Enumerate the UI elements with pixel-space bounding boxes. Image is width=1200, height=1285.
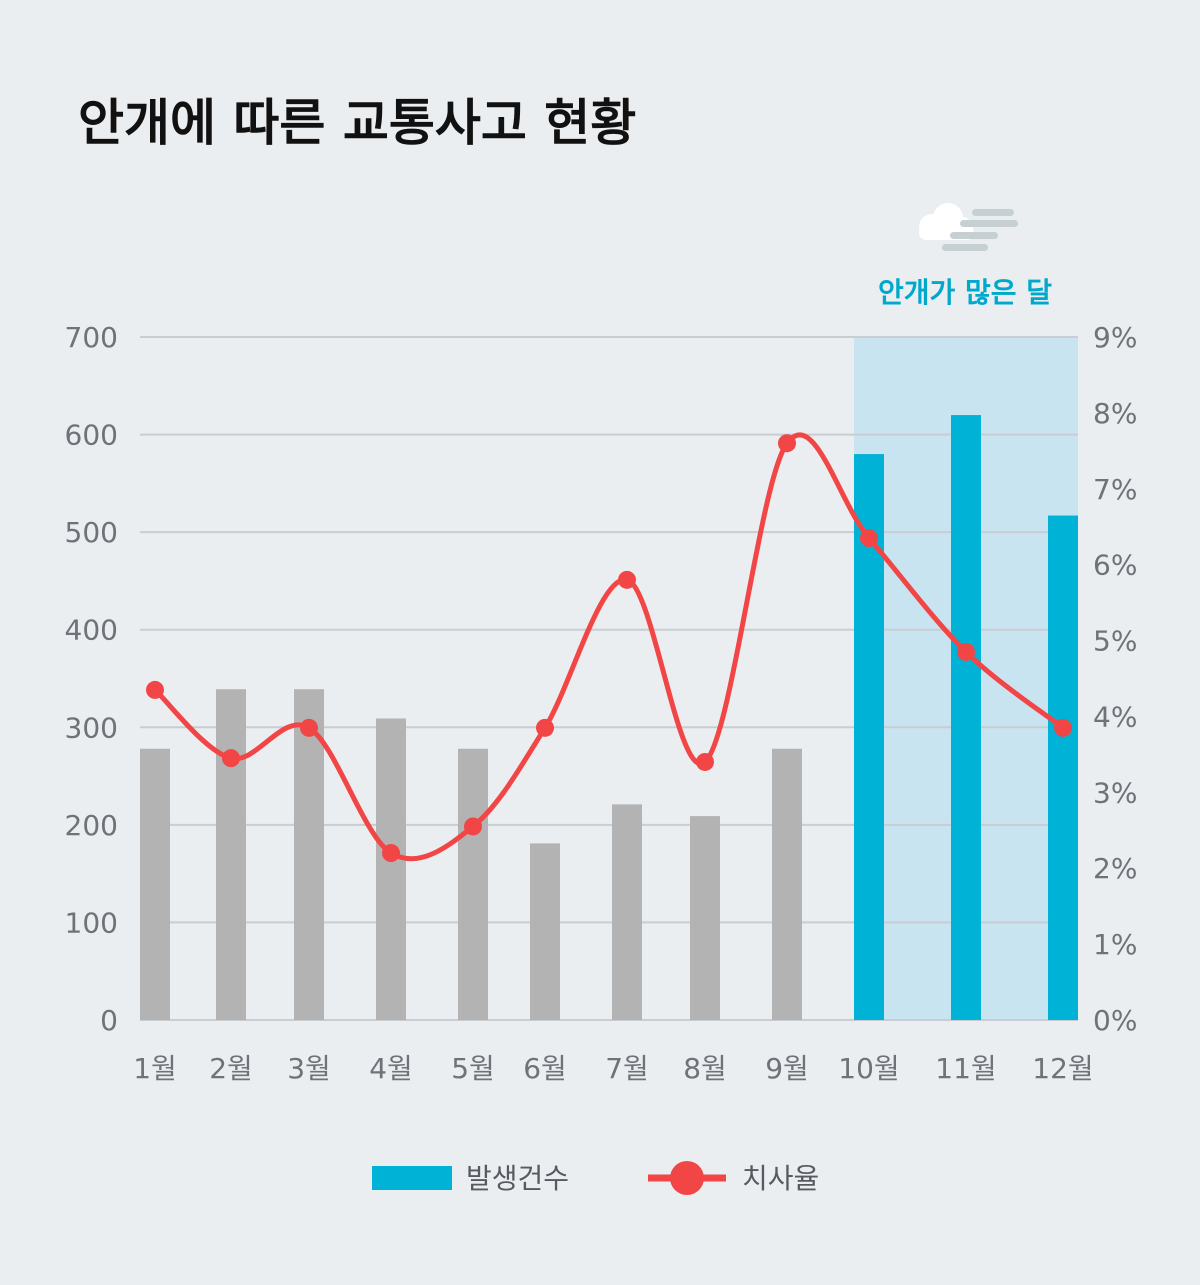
rate-point — [464, 817, 482, 836]
rate-point — [696, 752, 714, 771]
bar — [612, 804, 642, 1020]
y-left-tick-label: 0 — [100, 1004, 118, 1037]
y-right-tick-label: 2% — [1093, 852, 1137, 885]
bar — [140, 748, 170, 1020]
bar — [294, 689, 324, 1020]
legend-line-marker — [670, 1161, 704, 1195]
y-left-tick-label: 100 — [65, 906, 118, 939]
bar — [1048, 515, 1078, 1020]
bar — [458, 748, 488, 1020]
y-left-tick-label: 300 — [65, 711, 118, 744]
bar — [216, 689, 246, 1020]
x-tick-label: 11월 — [935, 1052, 996, 1085]
x-tick-label: 12월 — [1032, 1052, 1093, 1085]
bar — [376, 718, 406, 1020]
y-left-tick-label: 600 — [65, 419, 118, 452]
rate-point — [957, 642, 975, 661]
bar — [772, 748, 802, 1020]
rate-point — [618, 570, 636, 589]
highlight-label: 안개가 많은 달 — [878, 276, 1052, 309]
bar — [530, 843, 560, 1020]
x-tick-label: 7월 — [605, 1052, 649, 1085]
left-axis: 0 100 200 300 400 500 600 700 — [65, 321, 118, 1037]
right-axis: 0% 1% 2% 3% 4% 5% 6% 7% 8% 9% — [1093, 321, 1137, 1037]
rate-point — [222, 749, 240, 768]
legend-bar-swatch — [372, 1166, 452, 1190]
y-right-tick-label: 8% — [1093, 397, 1137, 430]
x-tick-label: 4월 — [369, 1052, 413, 1085]
fog-cloud-icon — [919, 203, 1018, 251]
rate-point — [146, 680, 164, 699]
legend: 발생건수 치사율 — [372, 1161, 819, 1195]
x-tick-label: 1월 — [133, 1052, 177, 1085]
y-right-tick-label: 3% — [1093, 776, 1137, 809]
rate-point — [536, 718, 554, 737]
rate-point — [1054, 718, 1072, 737]
rate-point — [860, 529, 878, 548]
y-right-tick-label: 0% — [1093, 1004, 1137, 1037]
line-series — [146, 432, 1072, 863]
y-left-tick-label: 200 — [65, 809, 118, 842]
x-tick-label: 9월 — [765, 1052, 809, 1085]
x-tick-label: 10월 — [838, 1052, 899, 1085]
y-right-tick-label: 6% — [1093, 549, 1137, 582]
y-right-tick-label: 7% — [1093, 473, 1137, 506]
y-right-tick-label: 1% — [1093, 928, 1137, 961]
rate-point — [778, 434, 796, 453]
legend-label-line: 치사율 — [742, 1162, 819, 1195]
chart-title: 안개에 따른 교통사고 현황 — [78, 94, 636, 152]
bar — [690, 816, 720, 1020]
x-tick-label: 3월 — [287, 1052, 331, 1085]
x-tick-label: 8월 — [683, 1052, 727, 1085]
y-right-tick-label: 9% — [1093, 321, 1137, 354]
y-left-tick-label: 700 — [65, 321, 118, 354]
x-axis: 1월 2월 3월 4월 5월 6월 7월 8월 9월 10월 11월 12월 — [133, 1052, 1093, 1085]
y-left-tick-label: 400 — [65, 614, 118, 647]
y-left-tick-label: 500 — [65, 516, 118, 549]
legend-label-bar: 발생건수 — [466, 1162, 569, 1195]
bar — [951, 415, 981, 1020]
x-tick-label: 6월 — [523, 1052, 567, 1085]
rate-point — [300, 718, 318, 737]
y-right-tick-label: 4% — [1093, 700, 1137, 733]
x-tick-label: 5월 — [451, 1052, 495, 1085]
x-tick-label: 2월 — [209, 1052, 253, 1085]
rate-point — [382, 844, 400, 863]
y-right-tick-label: 5% — [1093, 625, 1137, 658]
